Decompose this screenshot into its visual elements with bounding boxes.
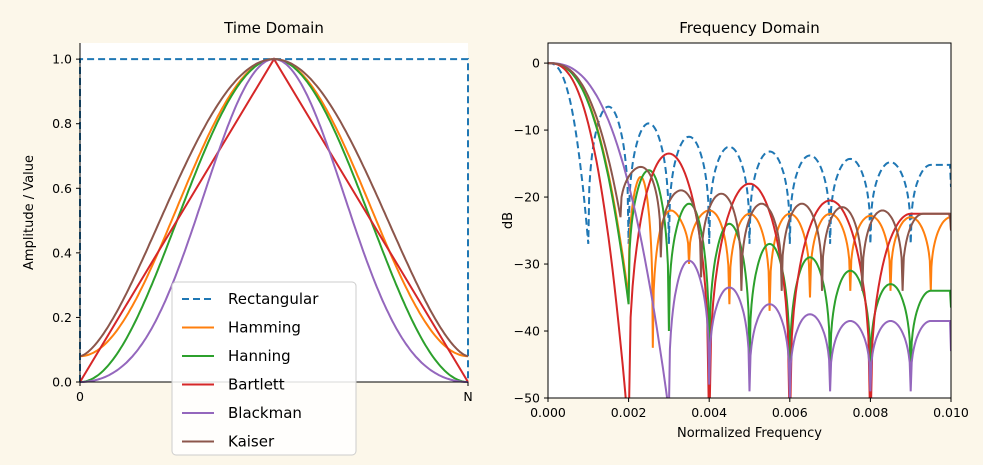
legend-label-kaiser: Kaiser [228,433,275,451]
time-y-tick-label: 0.2 [52,310,72,325]
freq-line-hanning [548,62,951,385]
time-x-tick-label: 0 [76,389,84,404]
legend-label-hanning: Hanning [228,347,291,365]
freq-x-tick-label: 0.004 [691,405,727,420]
freq-frame [547,42,952,399]
freq-title: Frequency Domain [679,19,819,37]
time-y-tick-label: 0.8 [52,116,72,131]
freq-y-tick-label: −20 [514,190,540,205]
freq-y-tick-label: 0 [532,56,540,71]
freq-x-tick-label: 0.006 [772,405,808,420]
freq-y-tick-label: −50 [514,391,540,406]
legend-label-bartlett: Bartlett [228,376,285,394]
freq-x-tick-label: 0.002 [611,405,647,420]
time-y-axis-label: Amplitude / Value [22,155,37,270]
freq-line-bartlett [548,62,951,398]
freq-line-hamming [548,62,951,348]
freq-x-tick-label: 0.000 [530,405,566,420]
time-y-tick-label: 0.0 [52,375,72,390]
freq-x-axis-label: Normalized Frequency [677,426,822,441]
time-domain-chart: 0.0 0.2 0.4 0.6 0.8 1.0 0 N Time Domain Amplitude… [22,19,473,456]
legend-label-hamming: Hamming [228,319,301,337]
legend: Rectangular Hamming Hanning Bartlett Blackma… [171,281,357,456]
time-title: Time Domain [223,19,324,37]
freq-y-tick-label: −10 [514,123,540,138]
freq-line-rectangular [548,62,951,244]
freq-y-tick-label: −40 [514,324,540,339]
time-y-tick-label: 0.6 [52,181,72,196]
freq-y-axis-label: dB [501,212,516,229]
time-line-rectangular [79,58,469,382]
frequency-domain-chart: −50 −40 −30 −20 −10 0 0.000 0.002 0.004 0.006 0.00… [501,19,969,441]
legend-label-rectangular: Rectangular [228,290,319,308]
time-line-kaiser [79,58,469,358]
freq-line-kaiser [548,62,951,291]
freq-x-tick-label: 0.008 [853,405,889,420]
freq-line-blackman [548,62,951,398]
time-y-tick-label: 1.0 [52,52,72,67]
freq-x-tick-label: 0.010 [933,405,969,420]
legend-box [171,281,357,456]
legend-label-blackman: Blackman [228,404,302,422]
freq-y-tick-label: −30 [514,257,540,272]
time-x-tick-label: N [463,389,472,404]
time-y-tick-label: 0.4 [52,245,72,260]
